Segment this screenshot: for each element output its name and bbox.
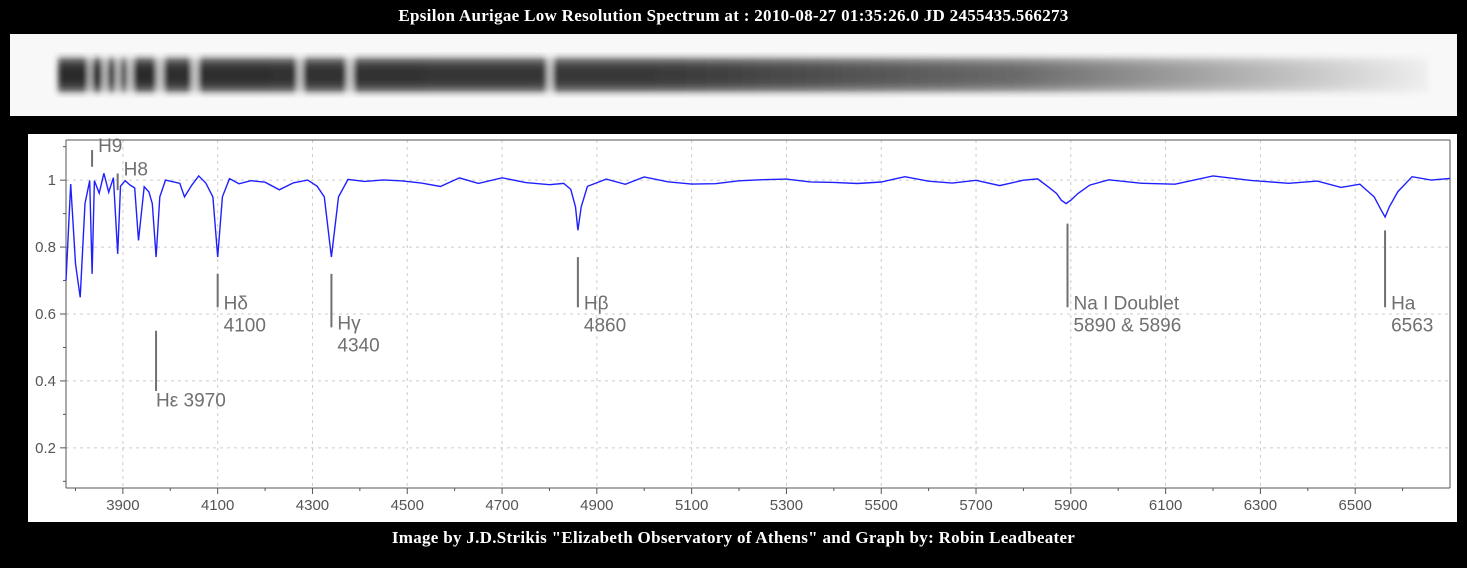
svg-text:H9: H9	[98, 136, 122, 157]
svg-text:4700: 4700	[485, 497, 518, 514]
svg-text:H8: H8	[124, 159, 148, 180]
svg-text:5900: 5900	[1054, 497, 1087, 514]
svg-text:4500: 4500	[391, 497, 424, 514]
svg-text:0.4: 0.4	[35, 373, 56, 390]
svg-text:4100: 4100	[201, 497, 234, 514]
svg-text:5700: 5700	[959, 497, 992, 514]
svg-text:4300: 4300	[296, 497, 329, 514]
footer-credit: Image by J.D.Strikis "Elizabeth Observat…	[0, 522, 1467, 548]
svg-text:4900: 4900	[580, 497, 613, 514]
svg-text:5500: 5500	[865, 497, 898, 514]
spectrum-chart: 0.2 0.4 0.6 0.8 1 3900 4100 4300 4500 4700 4900 510…	[28, 134, 1457, 522]
svg-text:6500: 6500	[1339, 497, 1372, 514]
svg-text:Na I Doublet: Na I Doublet	[1074, 293, 1180, 314]
svg-text:3900: 3900	[106, 497, 139, 514]
svg-text:6300: 6300	[1244, 497, 1277, 514]
svg-text:4860: 4860	[584, 315, 626, 336]
svg-text:1: 1	[48, 172, 56, 189]
svg-text:5100: 5100	[675, 497, 708, 514]
svg-text:Hγ: Hγ	[337, 313, 361, 334]
svg-text:0.6: 0.6	[35, 306, 56, 323]
svg-text:Hδ: Hδ	[224, 293, 248, 314]
svg-text:4340: 4340	[337, 335, 379, 356]
svg-text:0.8: 0.8	[35, 239, 56, 256]
svg-text:5300: 5300	[770, 497, 803, 514]
title-bar: Epsilon Aurigae Low Resolution Spectrum …	[0, 0, 1467, 34]
svg-text:Ha: Ha	[1391, 293, 1416, 314]
svg-text:Hβ: Hβ	[584, 293, 609, 314]
svg-text:0.2: 0.2	[35, 440, 56, 457]
svg-text:4100: 4100	[224, 315, 266, 336]
svg-text:6100: 6100	[1149, 497, 1182, 514]
svg-text:5890 & 5896: 5890 & 5896	[1074, 315, 1182, 336]
spectrum-strip	[10, 34, 1457, 116]
svg-text:6563: 6563	[1391, 315, 1433, 336]
svg-text:Hε 3970: Hε 3970	[156, 390, 226, 411]
